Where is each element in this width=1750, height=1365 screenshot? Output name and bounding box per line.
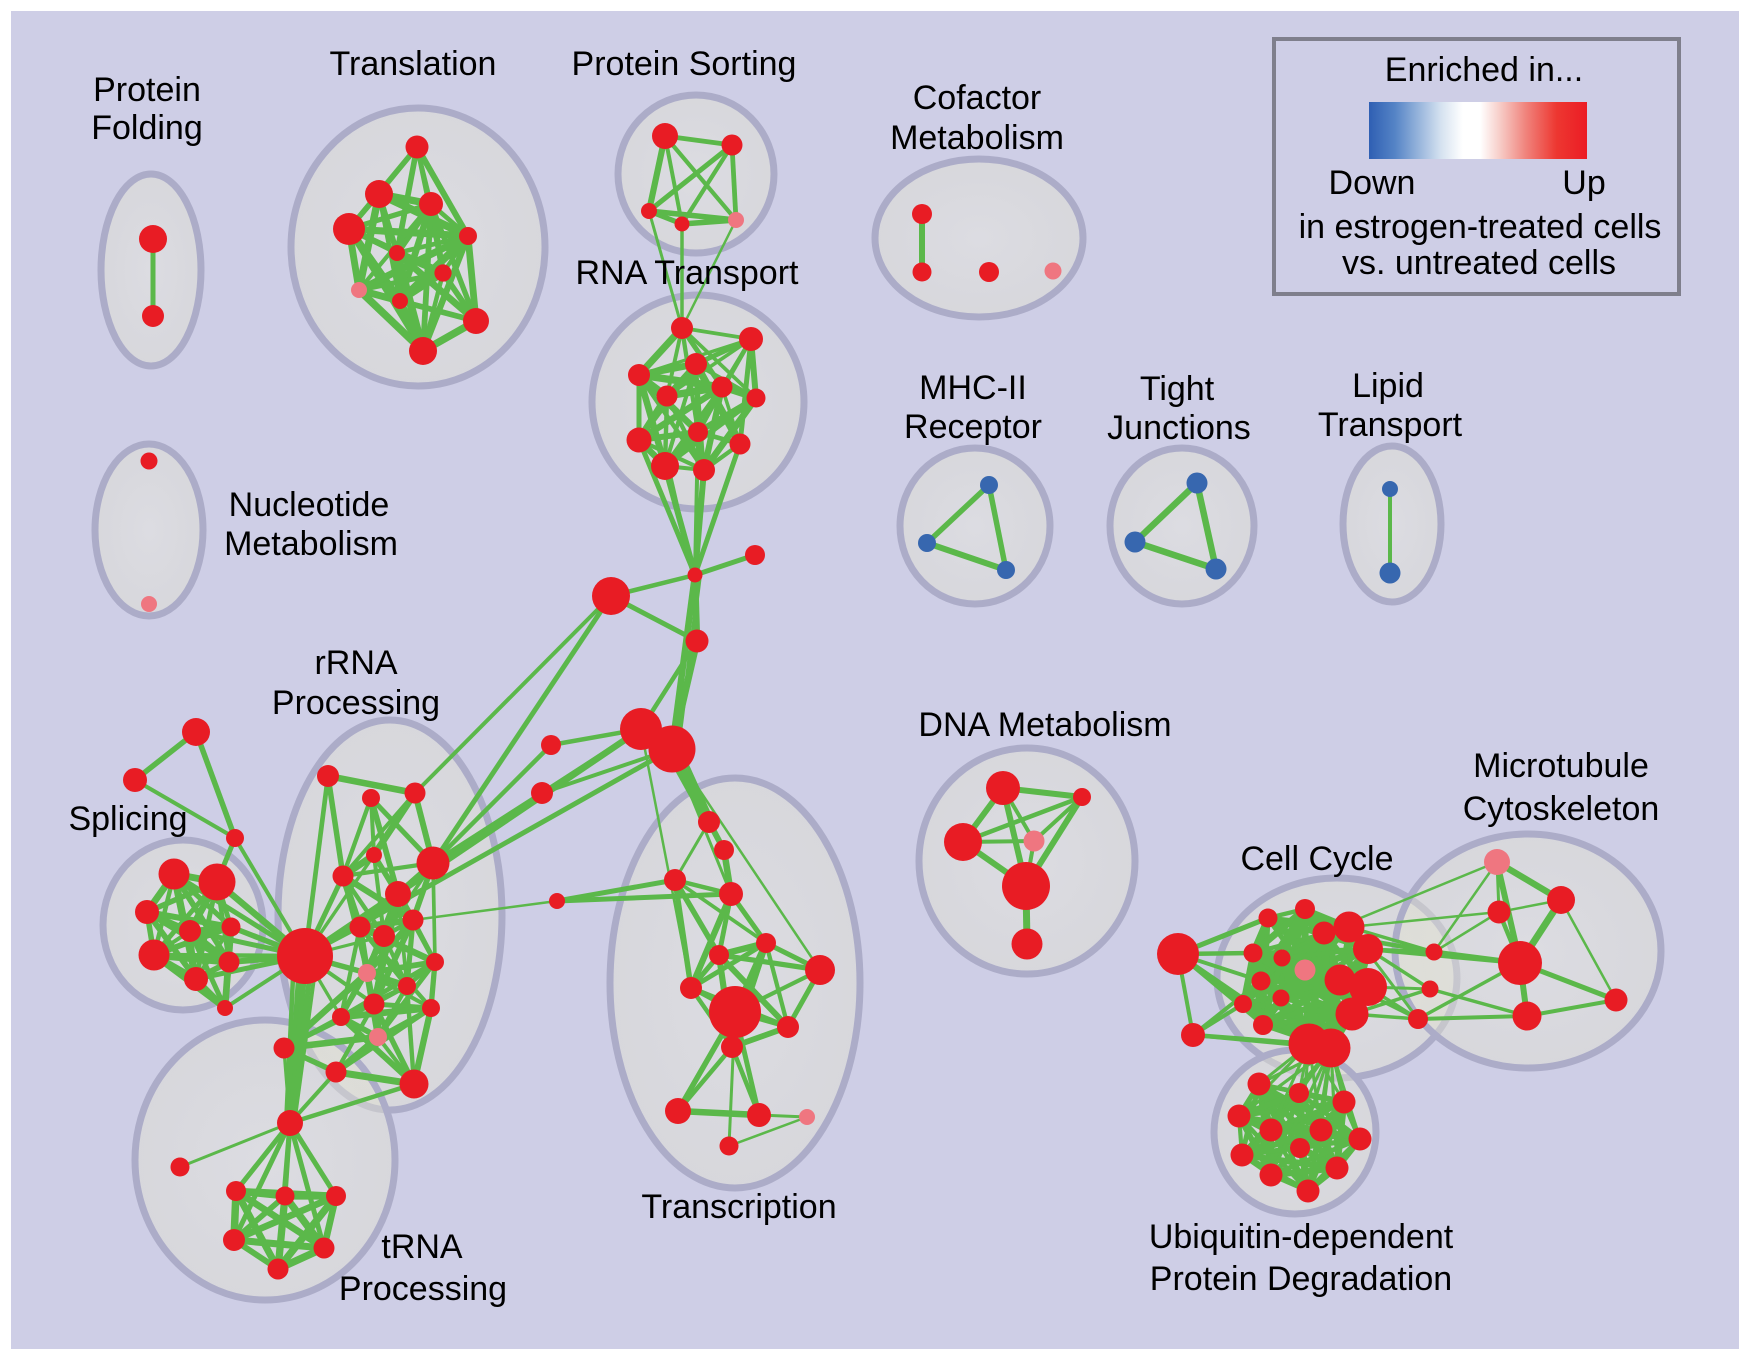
svg-text:tRNA: tRNA xyxy=(381,1228,463,1266)
svg-text:in estrogen-treated cells: in estrogen-treated cells xyxy=(1299,208,1662,246)
svg-text:Metabolism: Metabolism xyxy=(890,119,1064,157)
svg-text:Splicing: Splicing xyxy=(68,800,187,838)
svg-text:Nucleotide: Nucleotide xyxy=(229,486,390,524)
svg-text:Metabolism: Metabolism xyxy=(224,525,398,563)
svg-text:Cytoskeleton: Cytoskeleton xyxy=(1463,790,1660,828)
svg-text:Protein Degradation: Protein Degradation xyxy=(1150,1260,1452,1298)
svg-text:Microtubule: Microtubule xyxy=(1473,747,1649,785)
svg-text:Receptor: Receptor xyxy=(904,408,1042,446)
svg-text:Ubiquitin-dependent: Ubiquitin-dependent xyxy=(1149,1218,1454,1256)
svg-text:Enriched in...: Enriched in... xyxy=(1385,51,1583,89)
svg-text:MHC-II: MHC-II xyxy=(919,369,1027,407)
svg-text:Protein: Protein xyxy=(93,71,201,109)
svg-text:Folding: Folding xyxy=(91,109,203,147)
svg-text:Transport: Transport xyxy=(1318,406,1463,444)
svg-text:vs. untreated cells: vs. untreated cells xyxy=(1342,244,1616,282)
svg-text:Down: Down xyxy=(1329,164,1416,202)
svg-text:Cofactor: Cofactor xyxy=(913,79,1042,117)
svg-text:Protein Sorting: Protein Sorting xyxy=(572,45,797,83)
svg-text:Up: Up xyxy=(1562,164,1605,202)
svg-text:Processing: Processing xyxy=(272,684,440,722)
svg-text:Lipid: Lipid xyxy=(1352,367,1424,405)
svg-text:Translation: Translation xyxy=(330,45,497,83)
svg-text:rRNA: rRNA xyxy=(314,644,397,682)
svg-text:Processing: Processing xyxy=(339,1270,507,1308)
svg-text:Cell Cycle: Cell Cycle xyxy=(1240,840,1393,878)
svg-text:DNA Metabolism: DNA Metabolism xyxy=(918,706,1171,744)
svg-text:RNA Transport: RNA Transport xyxy=(576,254,800,292)
svg-text:Junctions: Junctions xyxy=(1107,409,1251,447)
svg-text:Transcription: Transcription xyxy=(641,1188,836,1226)
svg-text:Tight: Tight xyxy=(1140,370,1215,408)
